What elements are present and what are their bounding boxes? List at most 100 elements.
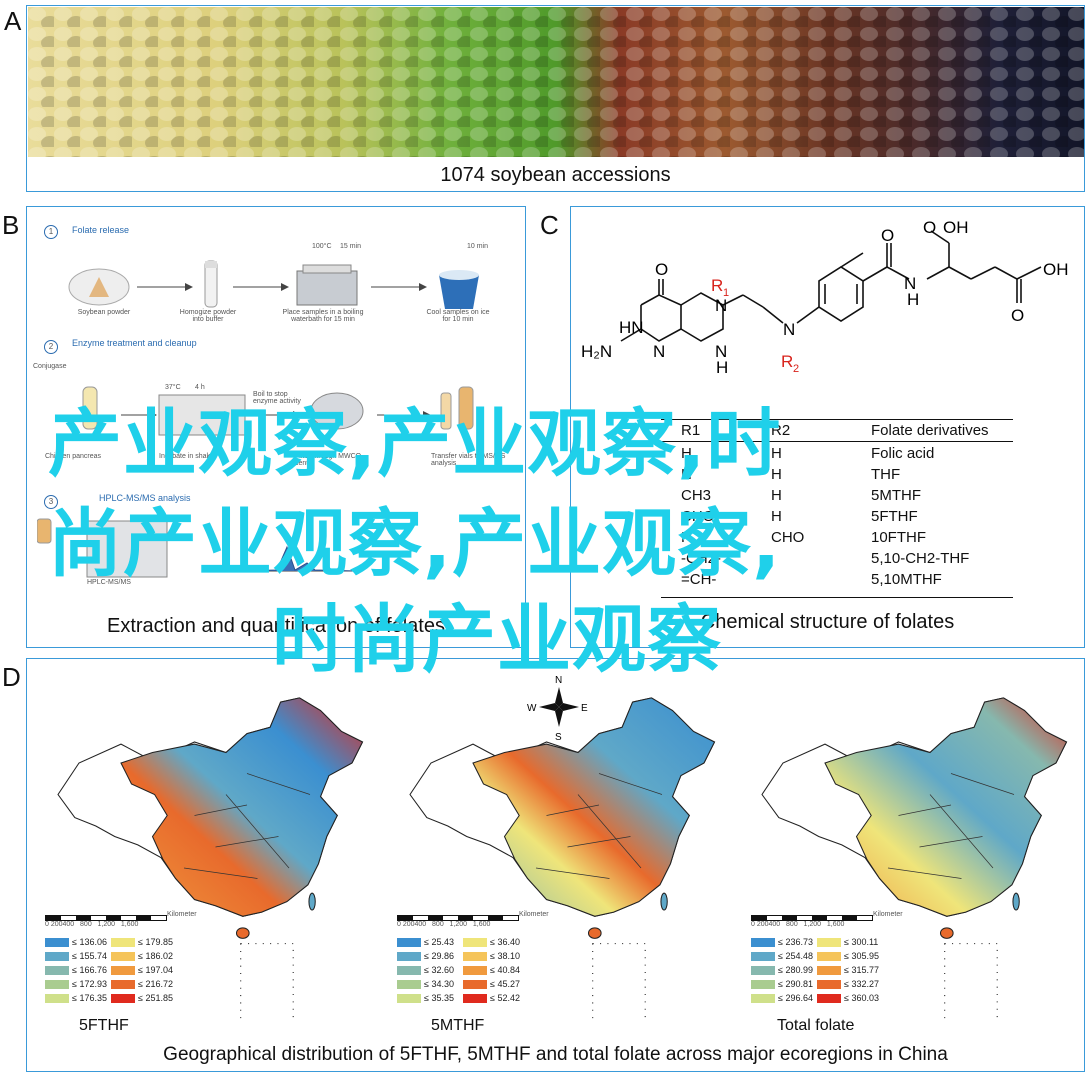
legend-label: ≤ 296.64 [778, 993, 813, 1003]
legend-swatch [397, 993, 421, 1003]
map-1 [57, 697, 364, 1019]
legend-label: ≤ 36.40 [490, 937, 520, 947]
step-1-time-cool: 10 min [467, 243, 489, 250]
legend-label: ≤ 40.84 [490, 965, 520, 975]
scale-bar [45, 915, 167, 921]
legend-swatch [817, 965, 841, 975]
legend-swatch [463, 937, 487, 947]
table-cell: H [681, 529, 692, 546]
legend-item: ≤ 176.35 [45, 993, 107, 1003]
legend-swatch [45, 937, 69, 947]
legend-swatch [463, 951, 487, 961]
step-2-illustration [82, 386, 474, 436]
panel-c-caption: Chemical structure of folates [700, 611, 955, 633]
china-maps: N S E W [57, 675, 1068, 1019]
watermark-line-2: 尚产业观察,产业观察, [48, 501, 782, 587]
legend-item: ≤ 254.48 [751, 951, 813, 961]
legend-label: ≤ 166.76 [72, 965, 107, 975]
legend-item: ≤ 34.30 [397, 979, 454, 989]
legend-item: ≤ 305.95 [817, 951, 879, 961]
mol-h2n: H₂N [581, 342, 612, 361]
legend-item: ≤ 216.72 [111, 979, 173, 989]
table-header-derivatives: Folate derivatives [871, 422, 989, 439]
map-legend-1: Kilometer 0 200400 800 1,200 1,600 ≤ 136.0… [45, 911, 225, 1041]
step-2-item-2: Chicken pancreas [45, 453, 102, 460]
legend-label: ≤ 32.60 [424, 965, 454, 975]
step-2-item-6: Transfer vials to MS/MS analysis [431, 453, 506, 467]
legend-label: ≤ 251.85 [138, 993, 173, 1003]
map-title: 5FTHF [79, 1017, 129, 1034]
legend-label: ≤ 280.99 [778, 965, 813, 975]
panel-d-letter: D [2, 662, 21, 692]
compass-w: W [527, 703, 537, 714]
mol-n5: N [715, 296, 727, 315]
table-cell: -CH2- [681, 550, 721, 567]
step-3-item-1: HPLC-MS/MS [87, 579, 131, 586]
legend-swatch [45, 965, 69, 975]
legend-swatch [45, 951, 69, 961]
scale-bar [397, 915, 519, 921]
step-3-title: HPLC-MS/MS analysis [99, 493, 191, 503]
watermark-line-1: 产业观察,产业观察,时 [48, 401, 782, 487]
scale-unit: Kilometer [167, 911, 197, 918]
folate-table: R1 R2 Folate derivatives H H Folic acid H H T… [661, 419, 1013, 599]
map-title: Total folate [777, 1017, 855, 1034]
legend-swatch [463, 965, 487, 975]
legend-swatch [751, 951, 775, 961]
legend-label: ≤ 35.35 [424, 993, 454, 1003]
legend-swatch [111, 979, 135, 989]
table-cell: CH3 [681, 487, 712, 504]
table-cell: 5FTHF [871, 508, 918, 525]
watermark-line-3: 时尚产业观察 [272, 597, 722, 683]
legend-item: ≤ 25.43 [397, 937, 454, 947]
compass-e: E [581, 703, 588, 714]
scale-unit: Kilometer [519, 911, 549, 918]
legend-item: ≤ 179.85 [111, 937, 173, 947]
legend-label: ≤ 300.11 [844, 937, 879, 947]
legend-swatch [463, 993, 487, 1003]
table-cell: Folic acid [871, 445, 935, 462]
mol-n8: N [715, 342, 727, 361]
legend-swatch [397, 937, 421, 947]
legend-label: ≤ 155.74 [72, 951, 107, 961]
legend-swatch [111, 993, 135, 1003]
mol-r2-sub: 2 [793, 363, 799, 375]
table-cell: H [771, 508, 782, 525]
legend-swatch [751, 993, 775, 1003]
folate-molecule: O OH O N H OH O O HN H₂N N N N H N R 1 R… [581, 218, 1069, 377]
legend-label: ≤ 236.73 [778, 937, 813, 947]
legend-label: ≤ 197.04 [138, 965, 173, 975]
compass-n: N [555, 675, 562, 686]
map-legend-3: Kilometer 0 200400 800 1,200 1,600 ≤ 236.7… [751, 911, 931, 1041]
table-cell: H [681, 466, 692, 483]
table-header-r2: R2 [771, 422, 791, 439]
table-cell: H [771, 487, 782, 504]
legend-label: ≤ 172.93 [72, 979, 107, 989]
step-1-item-1: Soybean powder [77, 309, 131, 316]
panel-a-letter: A [4, 6, 22, 36]
mol-oh-right: OH [1043, 260, 1069, 279]
legend-swatch [397, 979, 421, 989]
legend-item: ≤ 166.76 [45, 965, 107, 975]
table-header-r1: R1 [681, 422, 701, 439]
legend-item: ≤ 332.27 [817, 979, 879, 989]
legend-item: ≤ 40.84 [463, 965, 520, 975]
map-3 [761, 697, 1068, 1019]
legend-swatch [817, 979, 841, 989]
mol-o-right: O [1011, 306, 1024, 325]
mol-o-top: O [923, 218, 936, 237]
legend-label: ≤ 305.95 [844, 951, 879, 961]
legend-label: ≤ 25.43 [424, 937, 454, 947]
step-1-time: 15 min [340, 243, 362, 250]
legend-item: ≤ 251.85 [111, 993, 173, 1003]
legend-swatch [751, 979, 775, 989]
legend-item: ≤ 315.77 [817, 965, 879, 975]
legend-item: ≤ 280.99 [751, 965, 813, 975]
mol-oh-top: OH [943, 218, 969, 237]
step-2-time: 4 h [195, 384, 205, 391]
legend-label: ≤ 290.81 [778, 979, 813, 989]
legend-label: ≤ 45.27 [490, 979, 520, 989]
step-2-title: Enzyme treatment and cleanup [72, 338, 197, 348]
mol-r1: R [711, 276, 723, 295]
panel-b-frame: 1 Folate release 100°C 15 min 10 min Soy… [26, 206, 526, 648]
